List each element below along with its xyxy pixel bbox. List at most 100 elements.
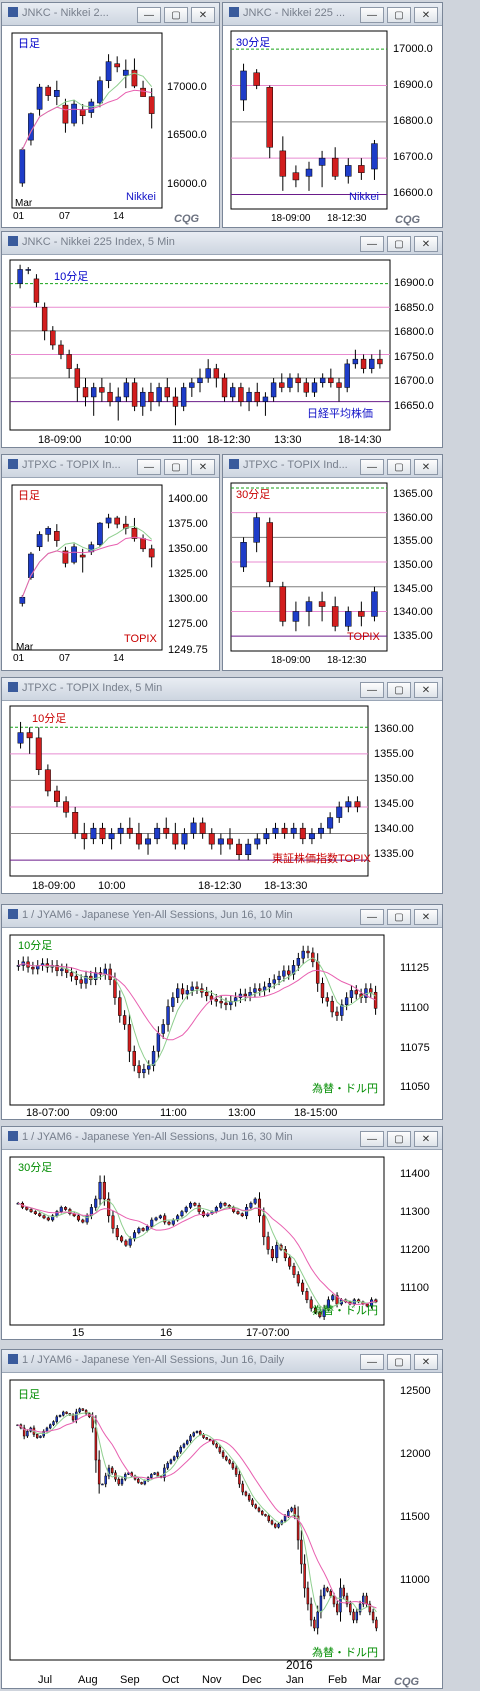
title-bar[interactable]: JTPXC - TOPIX Index, 5 Min — ▢ ✕ <box>2 678 442 701</box>
minimize-button[interactable]: — <box>360 236 384 252</box>
minimize-button[interactable]: — <box>360 1354 384 1370</box>
chart-window-w9: 1 / JYAM6 - Japanese Yen-All Sessions, J… <box>1 1349 443 1689</box>
close-button[interactable]: ✕ <box>191 459 215 475</box>
title-bar[interactable]: JTPXC - TOPIX Ind... — ▢ ✕ <box>223 455 442 478</box>
title-bar[interactable]: 1 / JYAM6 - Japanese Yen-All Sessions, J… <box>2 1127 442 1150</box>
ytick-label: 17000.0 <box>393 43 433 55</box>
window-title: JNKC - Nikkei 2... <box>22 7 109 19</box>
candle-body <box>369 988 373 993</box>
app-icon <box>229 7 239 17</box>
ytick-label: 11000 <box>400 1574 430 1586</box>
candle-body <box>305 1291 309 1301</box>
candle-body <box>94 1198 98 1208</box>
restore-button[interactable]: ▢ <box>387 459 411 475</box>
candle-body <box>281 827 288 834</box>
candle-body <box>175 988 180 998</box>
xtick-label: Jan <box>286 1674 304 1686</box>
candle-body <box>171 1219 175 1225</box>
minimize-button[interactable]: — <box>360 7 384 23</box>
minimize-button[interactable]: — <box>360 1131 384 1147</box>
title-bar[interactable]: JNKC - Nikkei 225 Index, 5 Min — ▢ ✕ <box>2 232 442 255</box>
candle-body <box>58 344 64 355</box>
candle-body <box>345 801 352 808</box>
candle-body <box>331 606 339 627</box>
chart-body <box>10 721 368 861</box>
candle-body <box>224 1002 228 1006</box>
close-button[interactable]: ✕ <box>414 1131 438 1147</box>
close-button[interactable]: ✕ <box>414 1354 438 1370</box>
chart-w4: 日足 TOPIX Mar 1400.00 1375.00 1350.00 132… <box>11 484 208 664</box>
candle-body <box>315 961 320 984</box>
restore-button[interactable]: ▢ <box>387 1354 411 1370</box>
candle-body <box>117 827 124 834</box>
candle-body <box>19 596 26 604</box>
close-button[interactable]: ✕ <box>414 7 438 23</box>
ytick-label: 1350.00 <box>393 559 433 571</box>
candle-body <box>247 1494 251 1501</box>
title-bar[interactable]: 1 / JYAM6 - Japanese Yen-All Sessions, J… <box>2 1350 442 1373</box>
ytick-label: 11050 <box>400 1081 430 1093</box>
window-title: 1 / JYAM6 - Japanese Yen-All Sessions, J… <box>22 1131 293 1143</box>
ytick-label: 1375.00 <box>168 518 208 530</box>
title-bar[interactable]: JTPXC - TOPIX In... — ▢ ✕ <box>2 455 219 478</box>
candle-body <box>240 542 247 568</box>
candle-body <box>226 838 233 845</box>
chart-body <box>16 945 378 1079</box>
ytick-label: 1355.00 <box>393 535 433 547</box>
restore-button[interactable]: ▢ <box>387 7 411 23</box>
candle-body <box>331 157 339 177</box>
close-button[interactable]: ✕ <box>414 459 438 475</box>
restore-button[interactable]: ▢ <box>387 1131 411 1147</box>
candle-body <box>267 983 272 988</box>
candle-body <box>49 1424 52 1429</box>
candle-body <box>309 1603 313 1621</box>
candle-body <box>184 1207 188 1212</box>
candle-body <box>55 965 59 972</box>
xtick-label: 14 <box>113 211 125 222</box>
title-bar[interactable]: 1 / JYAM6 - Japanese Yen-All Sessions, J… <box>2 905 442 928</box>
candle-body <box>38 1213 42 1217</box>
candle-body <box>104 1475 107 1485</box>
candle-body <box>246 391 252 402</box>
restore-button[interactable]: ▢ <box>387 682 411 698</box>
period-label: 30分足 <box>236 36 270 49</box>
minimize-button[interactable]: — <box>137 459 161 475</box>
candle-body <box>296 1274 300 1284</box>
minimize-button[interactable]: — <box>360 459 384 475</box>
close-button[interactable]: ✕ <box>414 909 438 925</box>
candle-body <box>81 833 88 840</box>
restore-button[interactable]: ▢ <box>164 459 188 475</box>
title-bar[interactable]: JNKC - Nikkei 2... — ▢ ✕ <box>2 3 219 26</box>
candle-body <box>140 391 146 407</box>
candle-body <box>266 1236 270 1250</box>
candle-body <box>97 1459 101 1485</box>
close-button[interactable]: ✕ <box>191 7 215 23</box>
candle-body <box>287 1510 290 1517</box>
candle-body <box>62 1411 65 1416</box>
xtick-label: 15 <box>72 1327 84 1339</box>
candle-body <box>263 833 270 840</box>
minimize-button[interactable]: — <box>360 909 384 925</box>
minimize-button[interactable]: — <box>137 7 161 23</box>
restore-button[interactable]: ▢ <box>164 7 188 23</box>
title-bar[interactable]: JNKC - Nikkei 225 ... — ▢ ✕ <box>223 3 442 26</box>
candle-body <box>254 1504 257 1509</box>
candle-body <box>145 1226 149 1231</box>
candle-body <box>221 1451 225 1458</box>
close-button[interactable]: ✕ <box>414 682 438 698</box>
candle-body <box>107 1198 111 1217</box>
restore-button[interactable]: ▢ <box>387 236 411 252</box>
candle-body <box>270 1520 274 1525</box>
restore-button[interactable]: ▢ <box>387 909 411 925</box>
candle-body <box>74 975 79 980</box>
ytick-label: 1340.00 <box>393 606 433 618</box>
ytick-label: 1355.00 <box>374 748 414 760</box>
candle-body <box>266 87 273 148</box>
candle-body <box>128 1238 132 1246</box>
close-button[interactable]: ✕ <box>414 236 438 252</box>
candle-body <box>122 523 129 529</box>
candle-body <box>195 1430 199 1434</box>
minimize-button[interactable]: — <box>360 682 384 698</box>
candle-body <box>287 970 291 975</box>
candle-body <box>219 1202 223 1208</box>
